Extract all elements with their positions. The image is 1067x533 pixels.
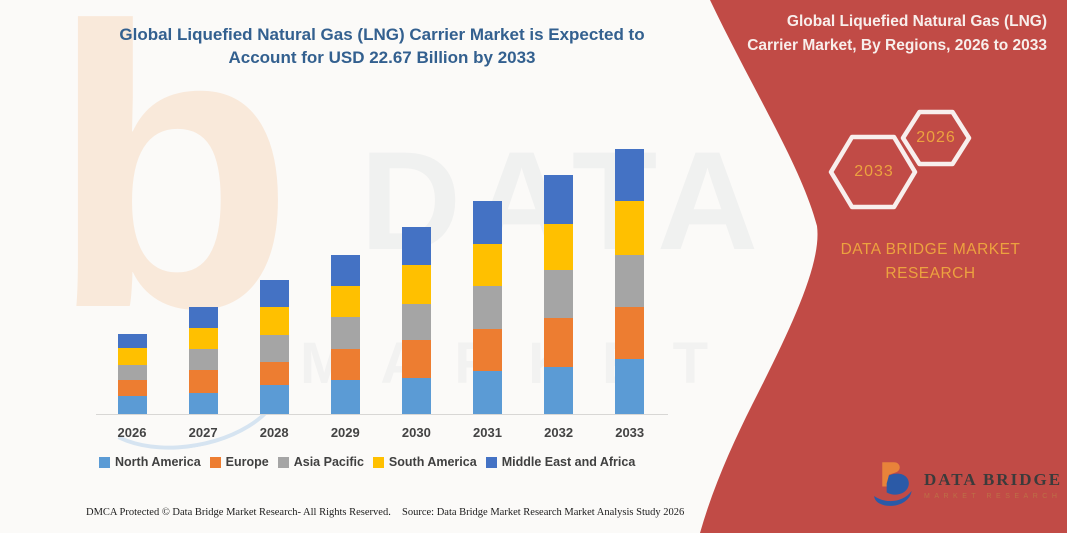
bar-segment-europe — [615, 306, 645, 360]
x-axis-label-2033: 2033 — [615, 425, 645, 440]
bar-2030 — [401, 227, 431, 414]
bar-segment-europe — [544, 318, 574, 367]
bar-segment-north-america — [401, 378, 431, 414]
hexagon-2033-label: 2033 — [854, 163, 894, 180]
stacked-bar-chart: 2026 2027 2028 2029 2030 2031 2032 2033 North A… — [96, 148, 668, 469]
bar-2027 — [188, 307, 218, 414]
bar-segment-south-america — [401, 265, 431, 305]
bar-segment-asia-pacific — [117, 365, 147, 381]
bar-segment-north-america — [188, 392, 218, 414]
bar-segment-north-america — [330, 380, 360, 414]
bar-segment-middle-east-and-africa — [544, 175, 574, 224]
x-axis-label-2026: 2026 — [117, 425, 147, 440]
bar-segment-asia-pacific — [188, 349, 218, 370]
banner-title: Global Liquefied Natural Gas (LNG) Carri… — [747, 13, 1047, 55]
legend-item-asia-pacific: Asia Pacific — [277, 455, 364, 469]
bar-segment-middle-east-and-africa — [473, 201, 502, 244]
company-logo: DATA BRIDGE MARKET RESEARCH — [872, 460, 1062, 510]
logo-subtitle: MARKET RESEARCH — [924, 493, 1062, 500]
bar-segment-middle-east-and-africa — [615, 148, 645, 202]
legend-swatch-icon — [277, 456, 289, 468]
x-axis-label-2029: 2029 — [330, 425, 360, 440]
bar-segment-south-america — [330, 285, 360, 317]
bar-segment-south-america — [473, 243, 502, 286]
chart-title: Global Liquefied Natural Gas (LNG) Carri… — [119, 25, 645, 67]
source-footer-text: Source: Data Bridge Market Research Mark… — [402, 507, 685, 518]
logo-text: DATA BRIDGE MARKET RESEARCH — [924, 470, 1062, 500]
logo-b-icon — [874, 462, 912, 506]
bar-segment-asia-pacific — [544, 270, 574, 319]
bar-2031 — [473, 201, 502, 414]
legend-swatch-icon — [372, 456, 384, 468]
bar-segment-south-america — [117, 348, 147, 366]
legend-label: Europe — [225, 455, 269, 469]
x-axis-label-2027: 2027 — [188, 425, 218, 440]
hexagon-2026-label: 2026 — [916, 129, 956, 146]
bar-2028 — [259, 280, 289, 414]
legend-label: North America — [115, 455, 201, 469]
legend-swatch-icon — [485, 456, 497, 468]
bar-segment-middle-east-and-africa — [330, 254, 360, 286]
x-axis-label-2028: 2028 — [259, 425, 289, 440]
legend-label: Middle East and Africa — [501, 455, 636, 469]
bar-segment-asia-pacific — [615, 255, 645, 307]
bar-segment-europe — [259, 361, 289, 386]
bar-segment-middle-east-and-africa — [401, 227, 431, 266]
bar-segment-europe — [117, 380, 147, 396]
bar-segment-north-america — [473, 371, 502, 414]
logo-name: DATA BRIDGE — [924, 470, 1063, 489]
legend-item-middle-east-and-africa: Middle East and Africa — [485, 455, 636, 469]
bar-2032 — [544, 175, 574, 414]
legend-item-europe: Europe — [209, 455, 269, 469]
bar-segment-asia-pacific — [473, 285, 502, 330]
legend-label: South America — [388, 455, 477, 469]
x-axis-label-2030: 2030 — [401, 425, 431, 440]
bar-segment-middle-east-and-africa — [188, 307, 218, 329]
bar-segment-asia-pacific — [401, 304, 431, 341]
legend-item-north-america: North America — [99, 455, 201, 469]
legend-swatch-icon — [209, 456, 221, 468]
bar-segment-europe — [330, 348, 360, 381]
bar-segment-europe — [473, 329, 502, 372]
bar-2033 — [615, 148, 645, 414]
bar-segment-europe — [401, 340, 431, 379]
bar-segment-south-america — [188, 328, 218, 350]
logo-b-watermark: b — [50, 0, 295, 391]
x-axis-label-2032: 2032 — [544, 425, 574, 440]
bar-segment-north-america — [259, 385, 289, 414]
bar-segment-middle-east-and-africa — [259, 280, 289, 308]
bar-segment-asia-pacific — [330, 316, 360, 349]
legend-label: Asia Pacific — [293, 455, 364, 469]
bar-segment-south-america — [615, 201, 645, 256]
dmca-footer-text: DMCA Protected © Data Bridge Market Rese… — [86, 507, 391, 518]
legend-item-south-america: South America — [372, 455, 477, 469]
x-axis-label-2031: 2031 — [473, 425, 502, 440]
bar-segment-south-america — [544, 223, 574, 271]
x-axis-line — [96, 414, 668, 415]
hexagon-2033 — [828, 134, 918, 210]
bar-segment-north-america — [544, 366, 574, 414]
bar-segment-north-america — [117, 395, 147, 414]
bar-segment-europe — [188, 370, 218, 393]
brand-name-text: DATA BRIDGE MARKET RESEARCH — [840, 241, 1021, 283]
bar-segment-south-america — [259, 307, 289, 335]
bar-segment-middle-east-and-africa — [117, 334, 147, 349]
bar-2026 — [117, 334, 147, 414]
chart-legend: North America Europe Asia Pacific South Ame… — [99, 455, 659, 469]
legend-swatch-icon — [99, 456, 110, 468]
hexagon-2026 — [900, 109, 972, 167]
bar-segment-north-america — [615, 359, 645, 414]
bar-segment-asia-pacific — [259, 335, 289, 362]
bar-2029 — [330, 254, 360, 414]
